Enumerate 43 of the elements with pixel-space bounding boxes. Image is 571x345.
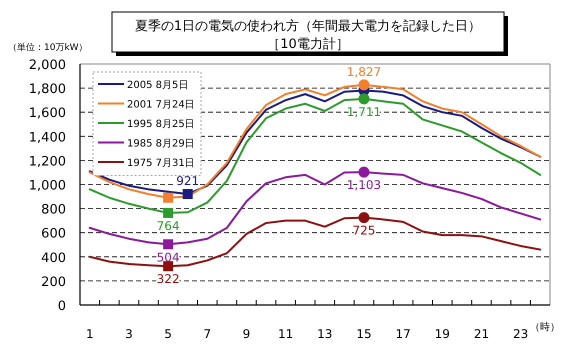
data-label: 322	[156, 272, 180, 286]
x-tick-label: 19	[434, 327, 450, 341]
y-tick-label: 600	[41, 226, 66, 242]
y-tick-label: 0	[58, 299, 66, 314]
x-tick-label: 5	[164, 327, 172, 341]
y-tick-label: 1,800	[28, 82, 66, 98]
legend-label: 1975 7月31日	[127, 158, 195, 169]
x-tick-label: 7	[203, 327, 212, 341]
x-tick-label: 13	[317, 327, 332, 341]
x-tick-label: 3	[125, 327, 133, 341]
x-tick-label: 17	[395, 327, 411, 341]
chart-subtitle: ［10電力計］	[267, 37, 349, 52]
y-tick-label: 1,200	[28, 154, 66, 170]
x-tick-label: 9	[242, 327, 250, 341]
y-tick-label: 1,000	[28, 178, 66, 194]
y-tick-label: 1,600	[28, 106, 66, 122]
data-label: 764	[156, 218, 180, 233]
x-tick-label: 15	[356, 327, 372, 341]
y-tick-label: 800	[41, 202, 66, 218]
point	[358, 93, 370, 104]
y-tick-label: 2,000	[28, 58, 66, 73]
legend-label: 1985 8月29日	[127, 138, 195, 150]
legend-label: 2001 7月24日	[127, 100, 195, 110]
point	[358, 79, 370, 90]
x-tick-label: 21	[474, 327, 490, 341]
x-tick-label: 11	[278, 327, 294, 341]
y-tick-label: 400	[41, 250, 66, 266]
y-tick-label: 1,400	[28, 130, 66, 146]
y-axis-title: （単位：10万kW）	[8, 42, 88, 53]
chart-title: 夏季の1日の電気の使われ方（年間最大電力を記録した日）	[134, 18, 482, 34]
y-tick-label: 200	[41, 274, 66, 290]
legend-label: 2005 8月5日	[127, 80, 188, 91]
point	[358, 212, 370, 224]
point	[358, 166, 370, 178]
x-tick-label: 1	[86, 327, 94, 341]
point	[163, 192, 174, 203]
point	[163, 208, 174, 218]
point	[182, 189, 193, 200]
x-tick-label: 23	[512, 327, 528, 341]
x-axis-title: （時）	[530, 321, 560, 333]
legend-label: 1995 8月25日	[127, 119, 195, 130]
data-label: 1,827	[346, 64, 382, 79]
point	[163, 239, 174, 250]
